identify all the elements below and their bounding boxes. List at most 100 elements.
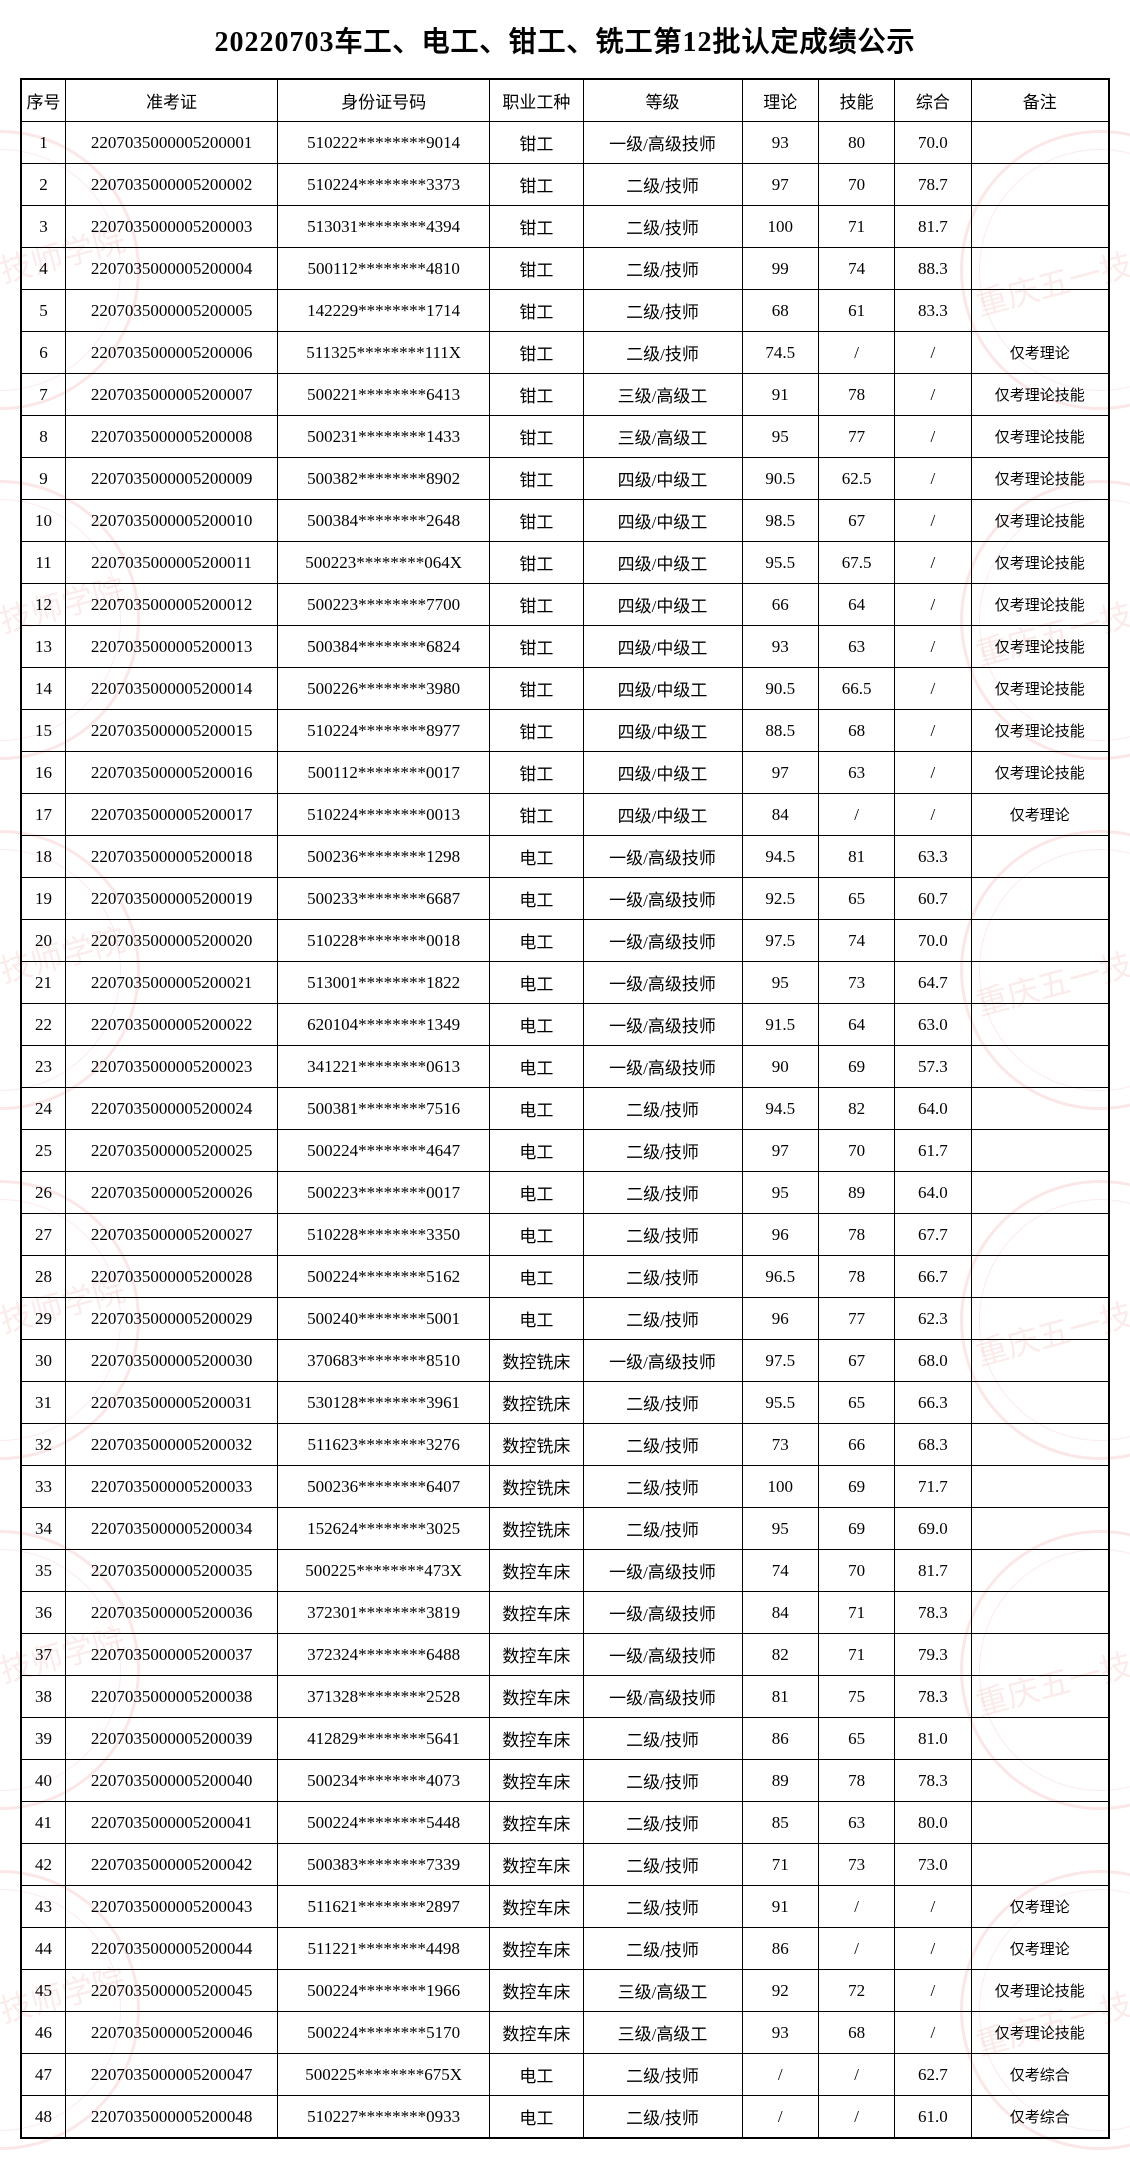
- table-cell: 仅考理论: [971, 1928, 1109, 1970]
- table-row: 202207035000005200020510228********0018电…: [21, 920, 1109, 962]
- table-row: 212207035000005200021513001********1822电…: [21, 962, 1109, 1004]
- table-cell: 2207035000005200030: [66, 1340, 278, 1382]
- table-cell: 69: [818, 1046, 894, 1088]
- table-row: 372207035000005200037372324********6488数…: [21, 1634, 1109, 1676]
- table-cell: 四级/中级工: [583, 584, 742, 626]
- table-cell: 78.3: [895, 1592, 971, 1634]
- table-cell: 90.5: [742, 458, 818, 500]
- table-cell: /: [895, 374, 971, 416]
- table-cell: 65: [818, 1382, 894, 1424]
- table-cell: 仅考理论技能: [971, 668, 1109, 710]
- table-cell: 钳工: [490, 416, 583, 458]
- table-cell: 5: [21, 290, 66, 332]
- table-cell: 94.5: [742, 1088, 818, 1130]
- table-cell: /: [895, 1928, 971, 1970]
- table-cell: 数控车床: [490, 1760, 583, 1802]
- table-cell: 500225********473X: [278, 1550, 490, 1592]
- table-cell: 500382********8902: [278, 458, 490, 500]
- table-cell: 500226********3980: [278, 668, 490, 710]
- table-cell: 数控车床: [490, 1676, 583, 1718]
- table-cell: [971, 1844, 1109, 1886]
- table-cell: 二级/技师: [583, 332, 742, 374]
- table-cell: [971, 1676, 1109, 1718]
- table-cell: [971, 1760, 1109, 1802]
- table-cell: 64: [818, 1004, 894, 1046]
- table-row: 132207035000005200013500384********6824钳…: [21, 626, 1109, 668]
- table-cell: [971, 1340, 1109, 1382]
- table-cell: 65: [818, 878, 894, 920]
- table-cell: /: [818, 794, 894, 836]
- table-cell: 80: [818, 122, 894, 164]
- table-row: 432207035000005200043511621********2897数…: [21, 1886, 1109, 1928]
- table-cell: 530128********3961: [278, 1382, 490, 1424]
- table-cell: 67: [818, 1340, 894, 1382]
- table-cell: 63: [818, 626, 894, 668]
- table-row: 412207035000005200041500224********5448数…: [21, 1802, 1109, 1844]
- column-header: 综合: [895, 79, 971, 122]
- table-cell: 钳工: [490, 332, 583, 374]
- table-row: 62207035000005200006511325********111X钳工…: [21, 332, 1109, 374]
- table-cell: 数控车床: [490, 1886, 583, 1928]
- table-cell: 152624********3025: [278, 1508, 490, 1550]
- table-cell: 510224********8977: [278, 710, 490, 752]
- table-cell: 45: [21, 1970, 66, 2012]
- table-cell: 数控车床: [490, 1802, 583, 1844]
- table-cell: 2207035000005200016: [66, 752, 278, 794]
- table-cell: 511621********2897: [278, 1886, 490, 1928]
- table-cell: 一级/高级技师: [583, 122, 742, 164]
- table-cell: 二级/技师: [583, 1382, 742, 1424]
- column-header: 身份证号码: [278, 79, 490, 122]
- table-cell: 二级/技师: [583, 1718, 742, 1760]
- table-cell: [971, 164, 1109, 206]
- table-cell: 一级/高级技师: [583, 878, 742, 920]
- table-cell: 二级/技师: [583, 2096, 742, 2139]
- table-cell: 二级/技师: [583, 1172, 742, 1214]
- table-row: 142207035000005200014500226********3980钳…: [21, 668, 1109, 710]
- table-cell: 500231********1433: [278, 416, 490, 458]
- table-cell: 23: [21, 1046, 66, 1088]
- table-row: 52207035000005200005142229********1714钳工…: [21, 290, 1109, 332]
- table-cell: 95: [742, 1508, 818, 1550]
- table-row: 362207035000005200036372301********3819数…: [21, 1592, 1109, 1634]
- table-cell: 2207035000005200010: [66, 500, 278, 542]
- table-cell: 13: [21, 626, 66, 668]
- table-cell: 2207035000005200036: [66, 1592, 278, 1634]
- table-cell: 70.0: [895, 122, 971, 164]
- document-container: 20220703车工、电工、钳工、铣工第12批认定成绩公示 序号准考证身份证号码…: [0, 0, 1130, 2159]
- table-row: 72207035000005200007500221********6413钳工…: [21, 374, 1109, 416]
- table-row: 442207035000005200044511221********4498数…: [21, 1928, 1109, 1970]
- page-title: 20220703车工、电工、钳工、铣工第12批认定成绩公示: [20, 20, 1110, 60]
- table-cell: 71: [818, 1592, 894, 1634]
- table-row: 152207035000005200015510224********8977钳…: [21, 710, 1109, 752]
- table-cell: 97: [742, 1130, 818, 1172]
- table-cell: 一级/高级技师: [583, 1340, 742, 1382]
- table-cell: [971, 920, 1109, 962]
- table-cell: 电工: [490, 836, 583, 878]
- table-cell: 电工: [490, 1130, 583, 1172]
- table-cell: 66.7: [895, 1256, 971, 1298]
- table-cell: 41: [21, 1802, 66, 1844]
- table-cell: 仅考理论技能: [971, 752, 1109, 794]
- table-cell: 三级/高级工: [583, 2012, 742, 2054]
- table-cell: 68.0: [895, 1340, 971, 1382]
- table-cell: [971, 1382, 1109, 1424]
- table-cell: 71: [742, 1844, 818, 1886]
- table-cell: 数控车床: [490, 1844, 583, 1886]
- table-cell: 四级/中级工: [583, 794, 742, 836]
- table-cell: /: [818, 2096, 894, 2139]
- table-row: 392207035000005200039412829********5641数…: [21, 1718, 1109, 1760]
- table-cell: 8: [21, 416, 66, 458]
- table-cell: 电工: [490, 1004, 583, 1046]
- table-cell: 2207035000005200025: [66, 1130, 278, 1172]
- table-cell: 71: [818, 206, 894, 248]
- table-cell: 二级/技师: [583, 2054, 742, 2096]
- table-cell: [971, 122, 1109, 164]
- table-cell: 63: [818, 1802, 894, 1844]
- table-cell: 90.5: [742, 668, 818, 710]
- table-cell: 三级/高级工: [583, 1970, 742, 2012]
- table-cell: 510224********0013: [278, 794, 490, 836]
- table-cell: /: [818, 1928, 894, 1970]
- table-cell: 84: [742, 1592, 818, 1634]
- table-cell: 二级/技师: [583, 1802, 742, 1844]
- table-row: 122207035000005200012500223********7700钳…: [21, 584, 1109, 626]
